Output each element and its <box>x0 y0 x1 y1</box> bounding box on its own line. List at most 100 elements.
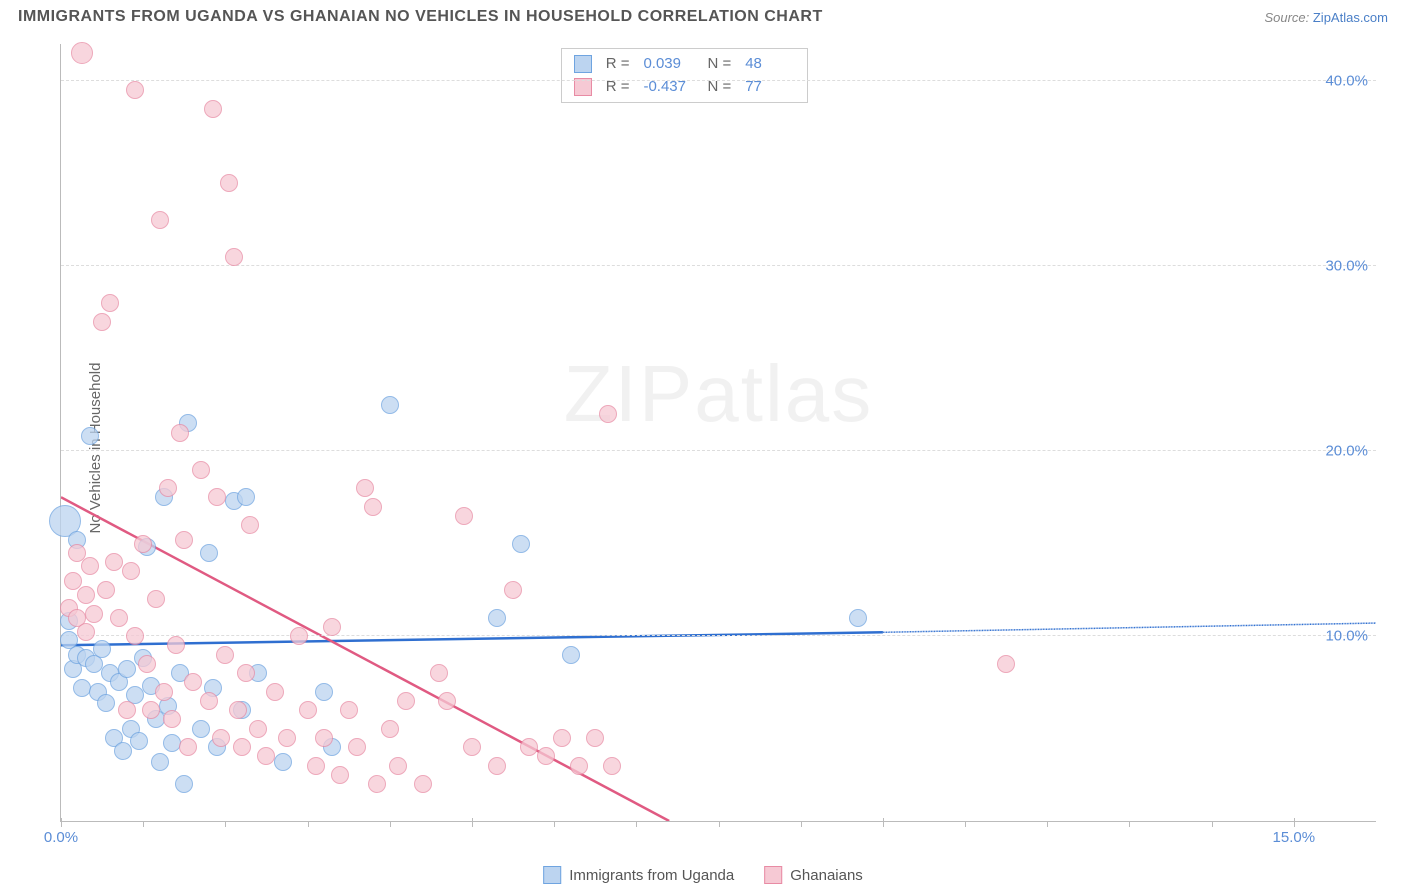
x-tick <box>390 821 391 827</box>
stats-legend: R =0.039N =48R =-0.437N =77 <box>561 48 809 103</box>
gridline <box>61 635 1376 636</box>
data-point <box>364 498 382 516</box>
data-point <box>397 692 415 710</box>
data-point <box>257 747 275 765</box>
data-point <box>315 729 333 747</box>
data-point <box>85 605 103 623</box>
data-point <box>997 655 1015 673</box>
gridline <box>61 265 1376 266</box>
watermark: ZIPatlas <box>564 348 873 440</box>
data-point <box>192 461 210 479</box>
legend-item: Ghanaians <box>764 866 863 884</box>
data-point <box>93 313 111 331</box>
gridline <box>61 80 1376 81</box>
gridline <box>61 450 1376 451</box>
data-point <box>105 553 123 571</box>
data-point <box>200 544 218 562</box>
n-value: 77 <box>745 76 795 99</box>
legend-label: Ghanaians <box>790 867 863 884</box>
x-tick <box>636 821 637 827</box>
data-point <box>368 775 386 793</box>
data-point <box>192 720 210 738</box>
data-point <box>340 701 358 719</box>
bottom-legend: Immigrants from Uganda Ghanaians <box>543 866 863 884</box>
data-point <box>356 479 374 497</box>
x-tick <box>1294 818 1295 827</box>
data-point <box>130 732 148 750</box>
data-point <box>126 81 144 99</box>
data-point <box>331 766 349 784</box>
r-value: 0.039 <box>643 53 693 76</box>
data-point <box>208 488 226 506</box>
source-link[interactable]: ZipAtlas.com <box>1313 10 1388 25</box>
data-point <box>114 742 132 760</box>
data-point <box>237 664 255 682</box>
data-point <box>463 738 481 756</box>
data-point <box>488 757 506 775</box>
data-point <box>274 753 292 771</box>
data-point <box>849 609 867 627</box>
plot-region: ZIPatlas R =0.039N =48R =-0.437N =77 10.… <box>60 44 1376 822</box>
legend-item: Immigrants from Uganda <box>543 866 734 884</box>
data-point <box>175 775 193 793</box>
data-point <box>249 720 267 738</box>
x-tick <box>801 821 802 827</box>
data-point <box>414 775 432 793</box>
data-point <box>290 627 308 645</box>
data-point <box>81 557 99 575</box>
data-point <box>159 479 177 497</box>
y-tick-label: 30.0% <box>1325 258 1368 275</box>
x-tick <box>554 821 555 827</box>
data-point <box>142 701 160 719</box>
r-label: R = <box>606 53 630 76</box>
data-point <box>184 673 202 691</box>
chart-title: IMMIGRANTS FROM UGANDA VS GHANAIAN NO VE… <box>18 8 823 26</box>
data-point <box>307 757 325 775</box>
data-point <box>138 655 156 673</box>
data-point <box>204 100 222 118</box>
data-point <box>603 757 621 775</box>
data-point <box>151 211 169 229</box>
data-point <box>147 590 165 608</box>
n-label: N = <box>707 53 731 76</box>
x-tick <box>1129 821 1130 827</box>
x-tick-label: 15.0% <box>1273 829 1316 846</box>
data-point <box>570 757 588 775</box>
x-tick <box>472 818 473 827</box>
data-point <box>348 738 366 756</box>
data-point <box>241 516 259 534</box>
data-point <box>64 572 82 590</box>
data-point <box>455 507 473 525</box>
data-point <box>220 174 238 192</box>
data-point <box>77 586 95 604</box>
y-tick-label: 40.0% <box>1325 73 1368 90</box>
data-point <box>179 738 197 756</box>
y-tick-label: 20.0% <box>1325 443 1368 460</box>
chart-area: No Vehicles in Household ZIPatlas R =0.0… <box>20 44 1386 852</box>
data-point <box>81 427 99 445</box>
data-point <box>562 646 580 664</box>
data-point <box>216 646 234 664</box>
data-point <box>537 747 555 765</box>
data-point <box>93 640 111 658</box>
data-point <box>512 535 530 553</box>
data-point <box>71 42 93 64</box>
n-value: 48 <box>745 53 795 76</box>
x-tick <box>1212 821 1213 827</box>
data-point <box>229 701 247 719</box>
legend-label: Immigrants from Uganda <box>569 867 734 884</box>
data-point <box>118 660 136 678</box>
data-point <box>110 609 128 627</box>
data-point <box>175 531 193 549</box>
data-point <box>315 683 333 701</box>
data-point <box>225 248 243 266</box>
data-point <box>278 729 296 747</box>
data-point <box>163 734 181 752</box>
data-point <box>118 701 136 719</box>
data-point <box>233 738 251 756</box>
data-point <box>134 535 152 553</box>
data-point <box>586 729 604 747</box>
x-tick <box>883 818 884 827</box>
x-tick <box>308 821 309 827</box>
data-point <box>167 636 185 654</box>
